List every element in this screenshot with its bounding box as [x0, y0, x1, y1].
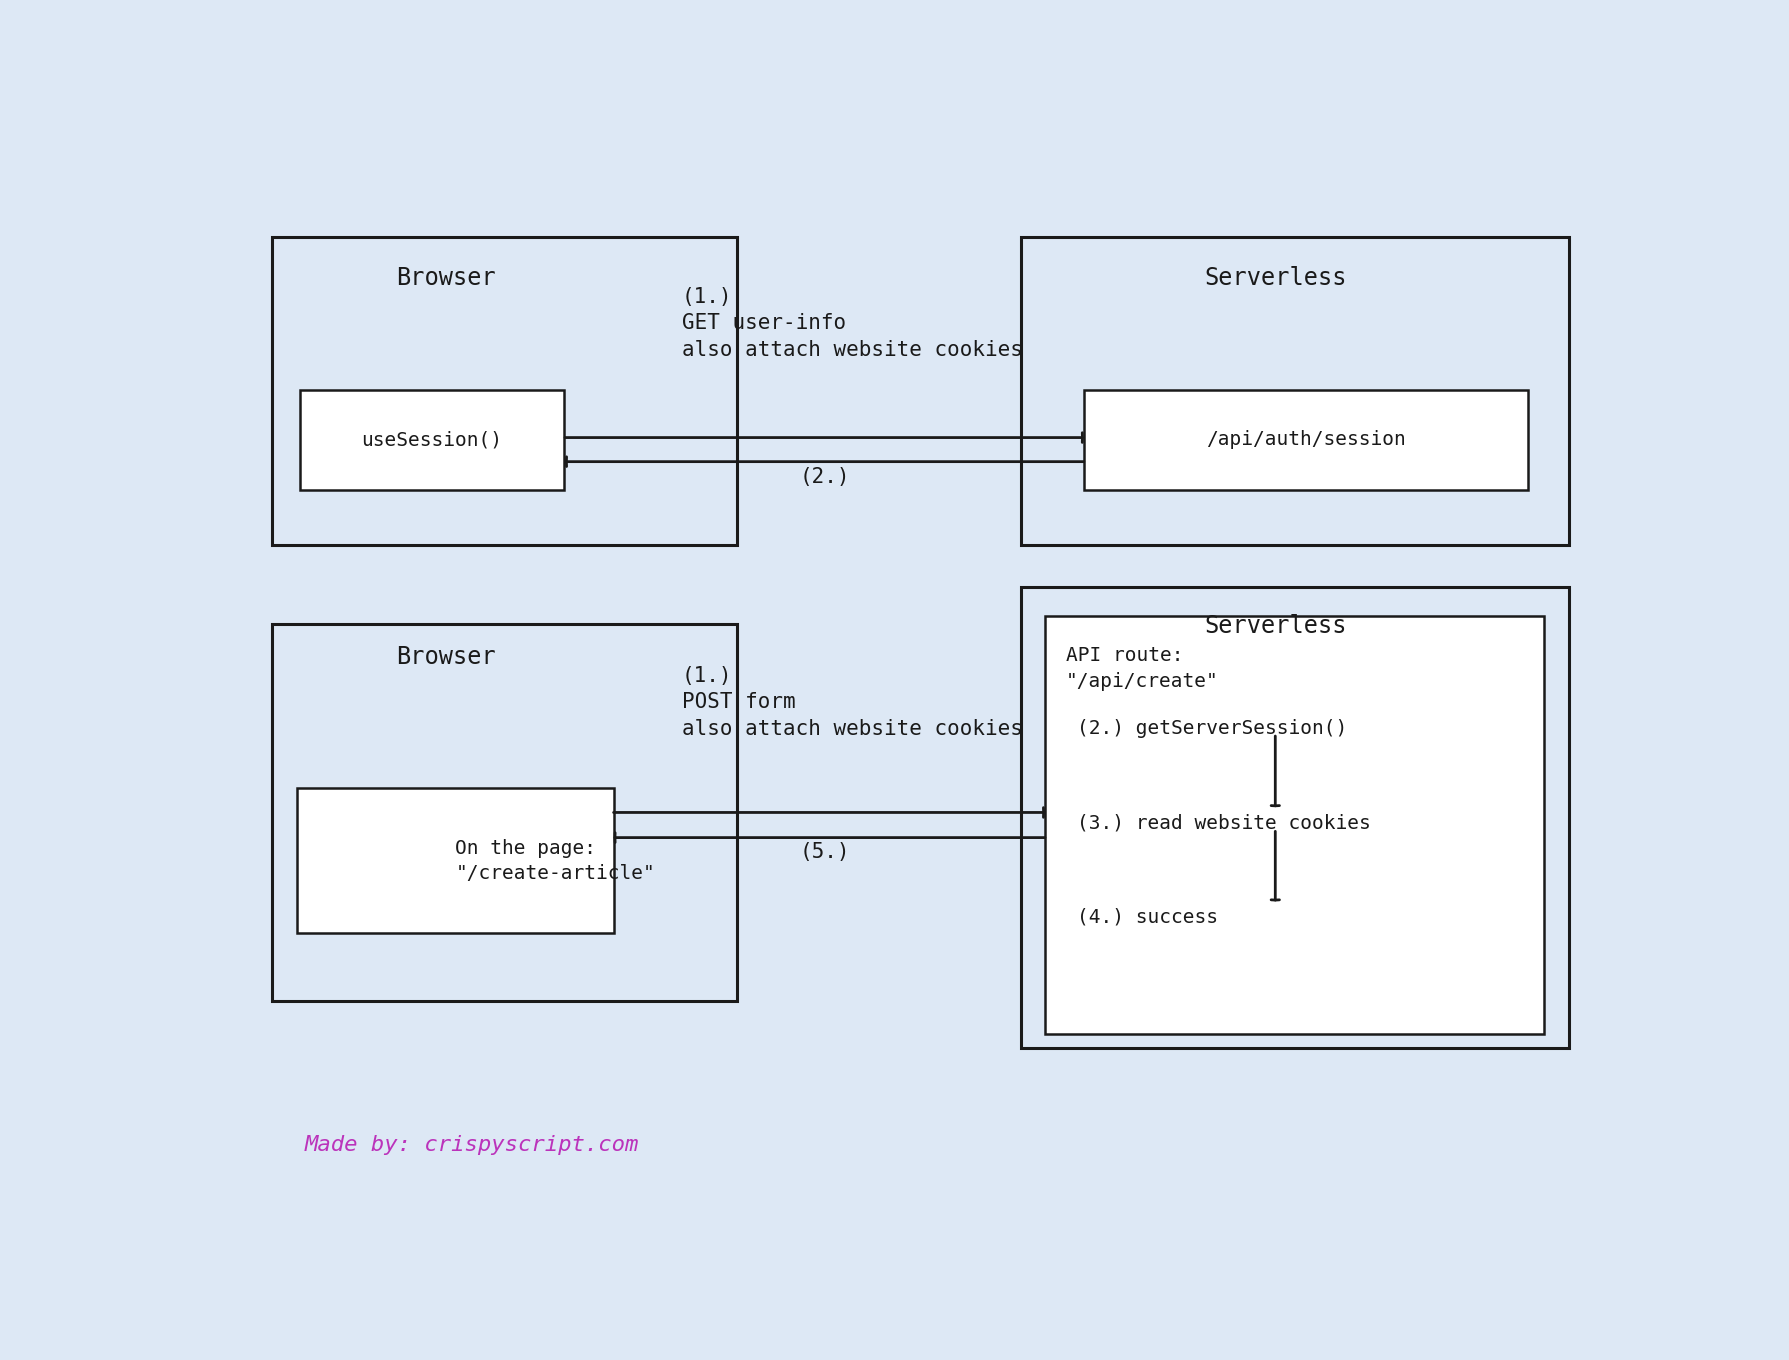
Bar: [1022, 588, 1569, 1049]
Text: (2.): (2.): [800, 468, 850, 487]
Bar: [1082, 390, 1526, 490]
Text: (5.): (5.): [800, 842, 850, 862]
Text: Serverless: Serverless: [1204, 267, 1345, 291]
Text: Serverless: Serverless: [1204, 615, 1345, 638]
Bar: [301, 390, 564, 490]
Bar: [1022, 237, 1569, 545]
Text: (4.) success: (4.) success: [1077, 907, 1217, 926]
Text: Browser: Browser: [395, 267, 496, 291]
Text: Made by: crispyscript.com: Made by: crispyscript.com: [304, 1136, 639, 1156]
Text: (2.) getServerSession(): (2.) getServerSession(): [1077, 719, 1347, 738]
Text: /api/auth/session: /api/auth/session: [1206, 430, 1404, 449]
Text: useSession(): useSession(): [361, 430, 503, 449]
Text: API route:: API route:: [1064, 646, 1183, 665]
Text: (1.)
POST form
also attach website cookies: (1.) POST form also attach website cooki…: [682, 666, 1022, 738]
Text: "/api/create": "/api/create": [1064, 672, 1218, 691]
Text: Browser: Browser: [395, 646, 496, 669]
Text: (3.) read website cookies: (3.) read website cookies: [1077, 813, 1370, 832]
Bar: [297, 789, 614, 933]
Text: On the page:
"/create-article": On the page: "/create-article": [454, 839, 655, 883]
Text: (1.)
GET user-info
also attach website cookies: (1.) GET user-info also attach website c…: [682, 287, 1022, 359]
Bar: [272, 624, 737, 1001]
Bar: [272, 237, 737, 545]
Bar: [1045, 616, 1544, 1035]
